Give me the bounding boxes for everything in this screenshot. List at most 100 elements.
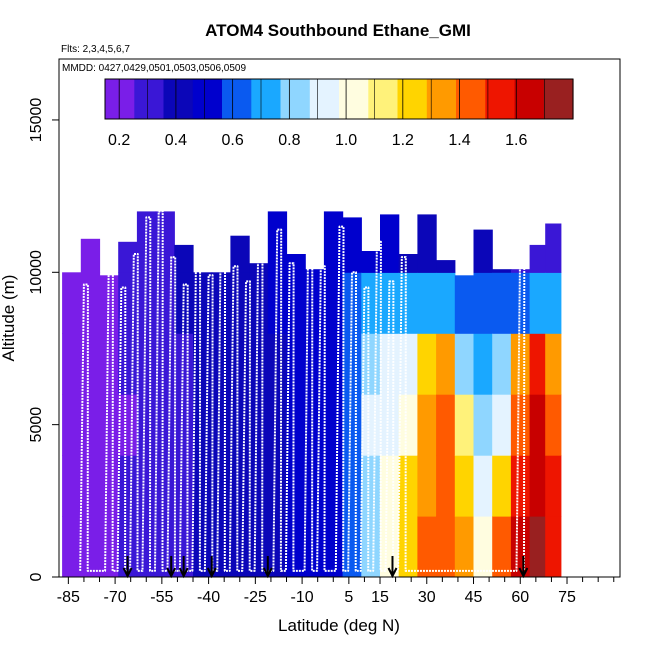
heatmap-cell xyxy=(545,394,562,456)
heatmap-cell xyxy=(398,516,418,577)
heatmap-cell xyxy=(545,223,562,273)
heatmap-cell xyxy=(342,394,362,456)
heatmap-cell xyxy=(286,516,306,577)
heatmap-cell xyxy=(211,333,231,395)
heatmap-cell xyxy=(417,455,437,517)
x-tick-label: -55 xyxy=(150,589,173,606)
heatmap-cell xyxy=(62,516,82,577)
x-tick-label: -25 xyxy=(244,589,267,606)
y-tick-label: 0 xyxy=(28,572,45,581)
heatmap-cell xyxy=(230,455,250,517)
heatmap-cell xyxy=(529,394,546,456)
heatmap-cell xyxy=(342,217,362,273)
heatmap-cell xyxy=(473,333,493,395)
heatmap-cell xyxy=(155,516,175,577)
colorbar-swatch xyxy=(105,79,135,119)
colorbar-swatch xyxy=(456,79,486,119)
heatmap-cell xyxy=(492,272,512,334)
heatmap-cell xyxy=(361,394,381,456)
heatmap-cell xyxy=(267,455,288,517)
heatmap-cell xyxy=(286,394,306,456)
flight-profiles xyxy=(79,198,526,572)
heatmap-cell xyxy=(99,333,119,395)
heatmap-cell xyxy=(323,394,344,456)
heatmap-cell xyxy=(80,238,101,273)
heatmap-cell xyxy=(211,394,231,456)
plot-frame xyxy=(58,58,621,578)
heatmap-cell xyxy=(417,272,437,334)
heatmap-cell xyxy=(473,229,493,273)
x-tick-label: -85 xyxy=(57,589,80,606)
x-axis-label: Latitude (deg N) xyxy=(278,616,400,635)
heatmap-cell xyxy=(510,333,531,395)
x-tick-label: -10 xyxy=(291,589,314,606)
heatmap-cell xyxy=(529,333,546,395)
x-tick-label: 45 xyxy=(465,589,483,606)
heatmap-cell xyxy=(249,516,269,577)
heatmap-cell xyxy=(99,455,119,517)
heatmap-cell xyxy=(136,272,157,334)
heatmap-cell xyxy=(286,254,306,273)
colorbar-swatch xyxy=(339,79,369,119)
surface-arrow-head xyxy=(206,567,217,579)
heatmap-cell xyxy=(118,516,138,577)
heatmap-cell xyxy=(193,394,213,456)
heatmap-cell xyxy=(361,455,381,517)
heatmap-cell xyxy=(323,333,344,395)
heatmap-cell xyxy=(510,272,531,334)
heatmap-cell xyxy=(174,455,194,517)
heatmap-cell xyxy=(230,394,250,456)
heatmap-cell xyxy=(529,516,546,577)
colorbar-tick-label: 0.6 xyxy=(222,132,244,149)
heatmap-cell xyxy=(305,333,325,395)
x-tick-label: 5 xyxy=(344,589,353,606)
heatmap-cell xyxy=(305,516,325,577)
colorbar-swatch xyxy=(426,79,457,119)
heatmap-cell xyxy=(473,455,493,517)
heatmap-cell xyxy=(249,394,269,456)
chart-title: ATOM4 Southbound Ethane_GMI xyxy=(205,21,471,40)
heatmap-cell xyxy=(398,272,418,334)
heatmap-cell xyxy=(342,455,362,517)
heatmap-cell xyxy=(545,272,562,334)
heatmap-cell xyxy=(118,455,138,517)
heatmap-cell xyxy=(80,272,101,334)
heatmap-cell xyxy=(380,214,400,273)
heatmap-cell xyxy=(545,455,562,517)
heatmap-cell xyxy=(417,516,437,577)
heatmap-cell xyxy=(361,516,381,577)
colorbar-swatch xyxy=(368,79,399,119)
heatmap-cell xyxy=(436,333,456,395)
heatmap-cell xyxy=(380,516,400,577)
x-axis: -85 -70 -55 -40 -25 -10 5 15 30 45 60 75 xyxy=(57,577,615,606)
heatmap-cell xyxy=(211,455,231,517)
dates-note: MMDD: 0427,0429,0501,0503,0506,0509 xyxy=(62,63,246,74)
y-tick-label: 5000 xyxy=(28,407,45,443)
heatmap-cell xyxy=(529,455,546,517)
x-tick-label: 75 xyxy=(558,589,576,606)
surface-arrows xyxy=(122,556,529,579)
heatmap-cell xyxy=(286,455,306,517)
colorbar-tick-label: 0.8 xyxy=(278,132,300,149)
heatmap-cell xyxy=(454,333,475,395)
colorbar-swatch xyxy=(543,79,574,119)
heatmap-cell xyxy=(454,516,475,577)
heatmap-cell xyxy=(473,394,493,456)
heatmap-cell xyxy=(545,516,562,577)
heatmap-cell xyxy=(323,272,344,334)
colorbar-swatch xyxy=(192,79,223,119)
colorbar-swatch xyxy=(485,79,516,119)
heatmap-cell xyxy=(155,211,175,273)
colorbar-swatch xyxy=(309,79,340,119)
heatmap-cell xyxy=(136,455,157,517)
heatmap-cell xyxy=(454,275,475,334)
heatmap-cell xyxy=(136,333,157,395)
surface-arrow-head xyxy=(262,567,273,579)
heatmap-cell xyxy=(62,333,82,395)
x-tick-label: 15 xyxy=(371,589,389,606)
heatmap-cell xyxy=(80,333,101,395)
heatmap-cell xyxy=(380,455,400,517)
colorbar-swatch xyxy=(397,79,428,119)
heatmap-cell xyxy=(174,394,194,456)
colorbar-tick-label: 1.6 xyxy=(505,132,527,149)
